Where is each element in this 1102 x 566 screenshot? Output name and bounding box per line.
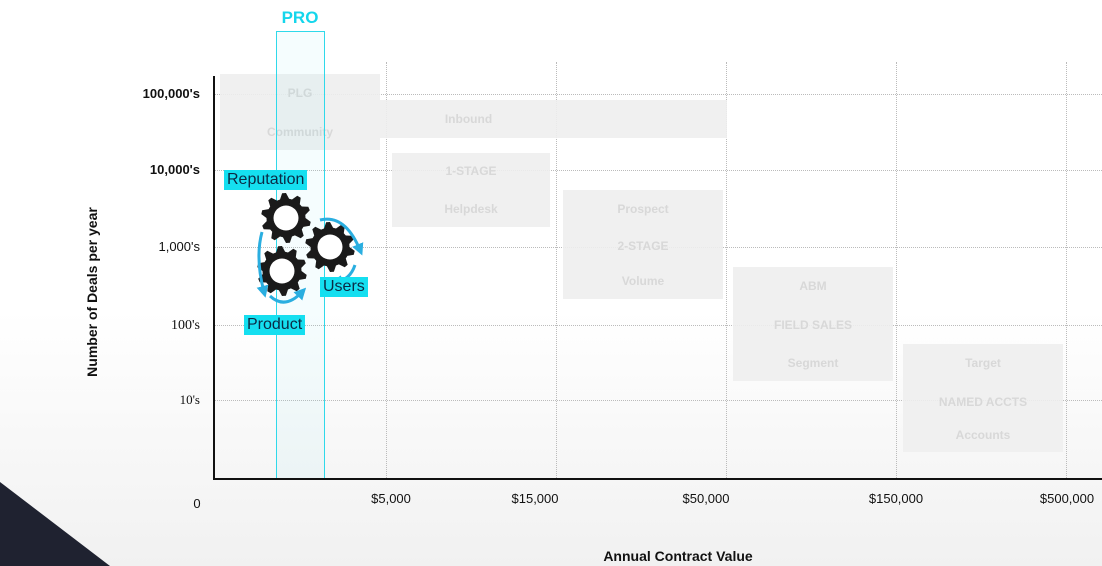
- zone-label: Community: [267, 125, 333, 139]
- zone-2-stage: Prospect 2-STAGE Volume: [563, 190, 723, 299]
- gridline-v: [556, 62, 557, 478]
- zone-label: 2-STAGE: [617, 239, 669, 253]
- y-axis-line: [213, 76, 215, 480]
- zone-plg: PLG Community: [220, 74, 380, 150]
- zone-label: Prospect: [617, 202, 669, 216]
- zone-label: PLG: [287, 86, 313, 100]
- zone-1-stage: 1-STAGE Helpdesk: [392, 153, 550, 227]
- gridline-h: [215, 94, 1102, 95]
- pro-label: PRO: [281, 8, 319, 27]
- gridline-v: [386, 62, 387, 478]
- y-tick-label: 100,000's: [142, 86, 200, 101]
- gridline-h: [215, 400, 1102, 401]
- gridline-v: [1066, 62, 1067, 478]
- x-axis-label: Annual Contract Value: [603, 548, 753, 564]
- flywheel-label-users: Users: [320, 277, 368, 297]
- zone-label: FIELD SALES: [773, 318, 852, 332]
- zone-label: Target: [965, 356, 1001, 370]
- zone-field-sales: ABM FIELD SALES Segment: [733, 267, 893, 381]
- x-tick-label: $50,000: [682, 491, 730, 506]
- x-axis-line: [213, 478, 1102, 480]
- x-tick-label: $150,000: [868, 491, 924, 506]
- x-tick-label: 0: [193, 496, 201, 511]
- corner-decoration: [0, 482, 110, 566]
- pro-band: [276, 31, 325, 478]
- flywheel-label-product: Product: [244, 315, 306, 335]
- zone-label: Helpdesk: [444, 202, 498, 216]
- gridline-h: [215, 170, 1102, 171]
- flywheel-label-reputation: Reputation: [224, 170, 308, 190]
- zone-label: NAMED ACCTS: [938, 395, 1028, 409]
- zone-label: Accounts: [955, 428, 1011, 442]
- zone-label: ABM: [799, 279, 827, 293]
- y-tick-label: 100's: [171, 318, 200, 333]
- y-tick-label: 10's: [179, 392, 200, 407]
- x-tick-label: $500,000: [1039, 491, 1095, 506]
- zone-label: Inbound: [444, 112, 493, 126]
- y-tick-label: 10,000's: [149, 162, 200, 177]
- gridline-v: [726, 62, 727, 478]
- zone-label: Volume: [621, 274, 665, 288]
- zone-label: 1-STAGE: [445, 164, 497, 178]
- cycle-arrow: [319, 217, 364, 256]
- zone-named-accts: Target NAMED ACCTS Accounts: [903, 344, 1063, 452]
- x-tick-label: $15,000: [511, 491, 559, 506]
- zone-inbound: Inbound: [380, 100, 727, 138]
- zone-label: Segment: [787, 356, 839, 370]
- gridline-h: [215, 325, 1102, 326]
- y-tick-label: 1,000's: [158, 239, 200, 254]
- cycle-arrow: [256, 231, 269, 298]
- x-tick-label: $5,000: [371, 491, 411, 506]
- gridline-v: [896, 62, 897, 478]
